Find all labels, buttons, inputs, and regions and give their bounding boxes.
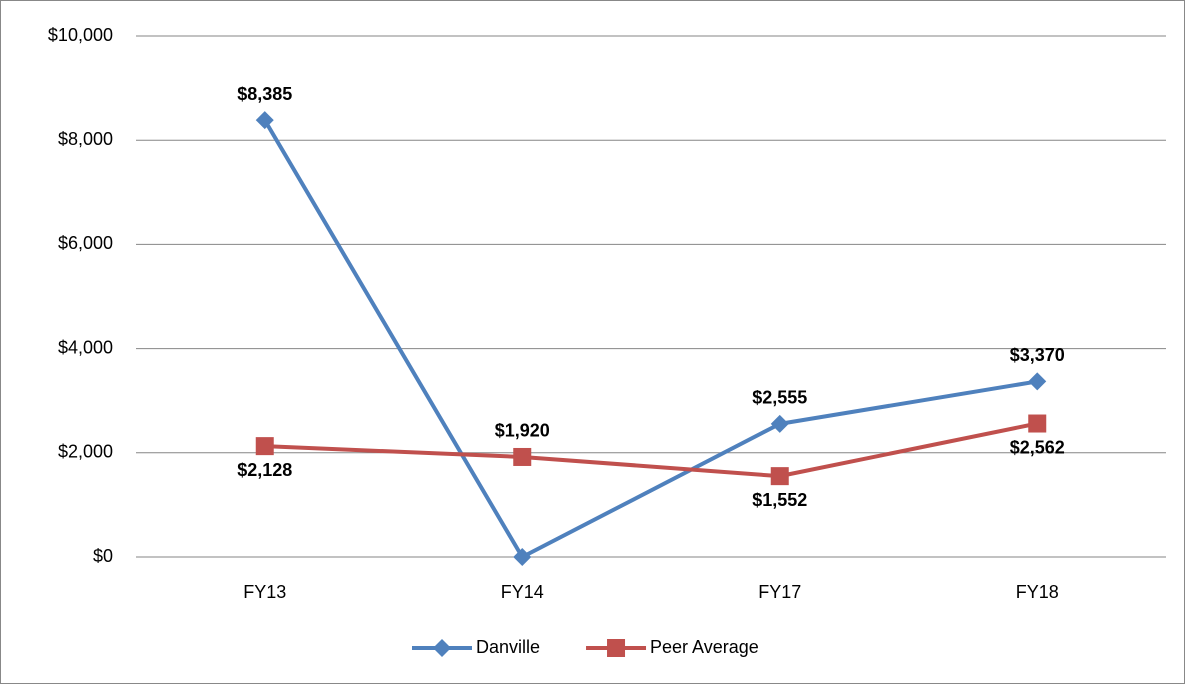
x-tick-label: FY14 xyxy=(501,582,544,602)
data-point xyxy=(770,414,789,433)
data-point xyxy=(513,447,532,466)
data-point xyxy=(770,467,789,486)
data-point xyxy=(1028,414,1047,433)
data-label: $3,370 xyxy=(1010,345,1065,365)
series-line xyxy=(264,421,1038,479)
legend-label: Peer Average xyxy=(650,637,759,657)
data-point xyxy=(1028,372,1047,391)
legend-label: Danville xyxy=(476,637,540,657)
x-tick-label: FY13 xyxy=(243,582,286,602)
y-tick-label: $2,000 xyxy=(58,442,113,462)
x-tick-label: FY17 xyxy=(758,582,801,602)
data-label: $2,555 xyxy=(752,388,807,408)
y-tick-label: $0 xyxy=(93,546,113,566)
data-point xyxy=(255,111,274,130)
data-label: $1,920 xyxy=(495,421,550,441)
legend-marker xyxy=(607,639,626,657)
y-tick-label: $4,000 xyxy=(58,337,113,357)
data-label: $2,128 xyxy=(237,460,292,480)
data-label: $2,562 xyxy=(1010,437,1065,457)
data-point xyxy=(513,548,532,566)
legend-marker xyxy=(433,639,451,657)
data-point xyxy=(255,437,274,456)
y-tick-label: $6,000 xyxy=(58,233,113,253)
x-tick-label: FY18 xyxy=(1016,582,1059,602)
series-line xyxy=(263,119,1038,559)
data-label: $1,552 xyxy=(752,490,807,510)
y-tick-label: $10,000 xyxy=(48,25,113,45)
data-label: $8,385 xyxy=(237,84,292,104)
y-tick-label: $8,000 xyxy=(58,129,113,149)
